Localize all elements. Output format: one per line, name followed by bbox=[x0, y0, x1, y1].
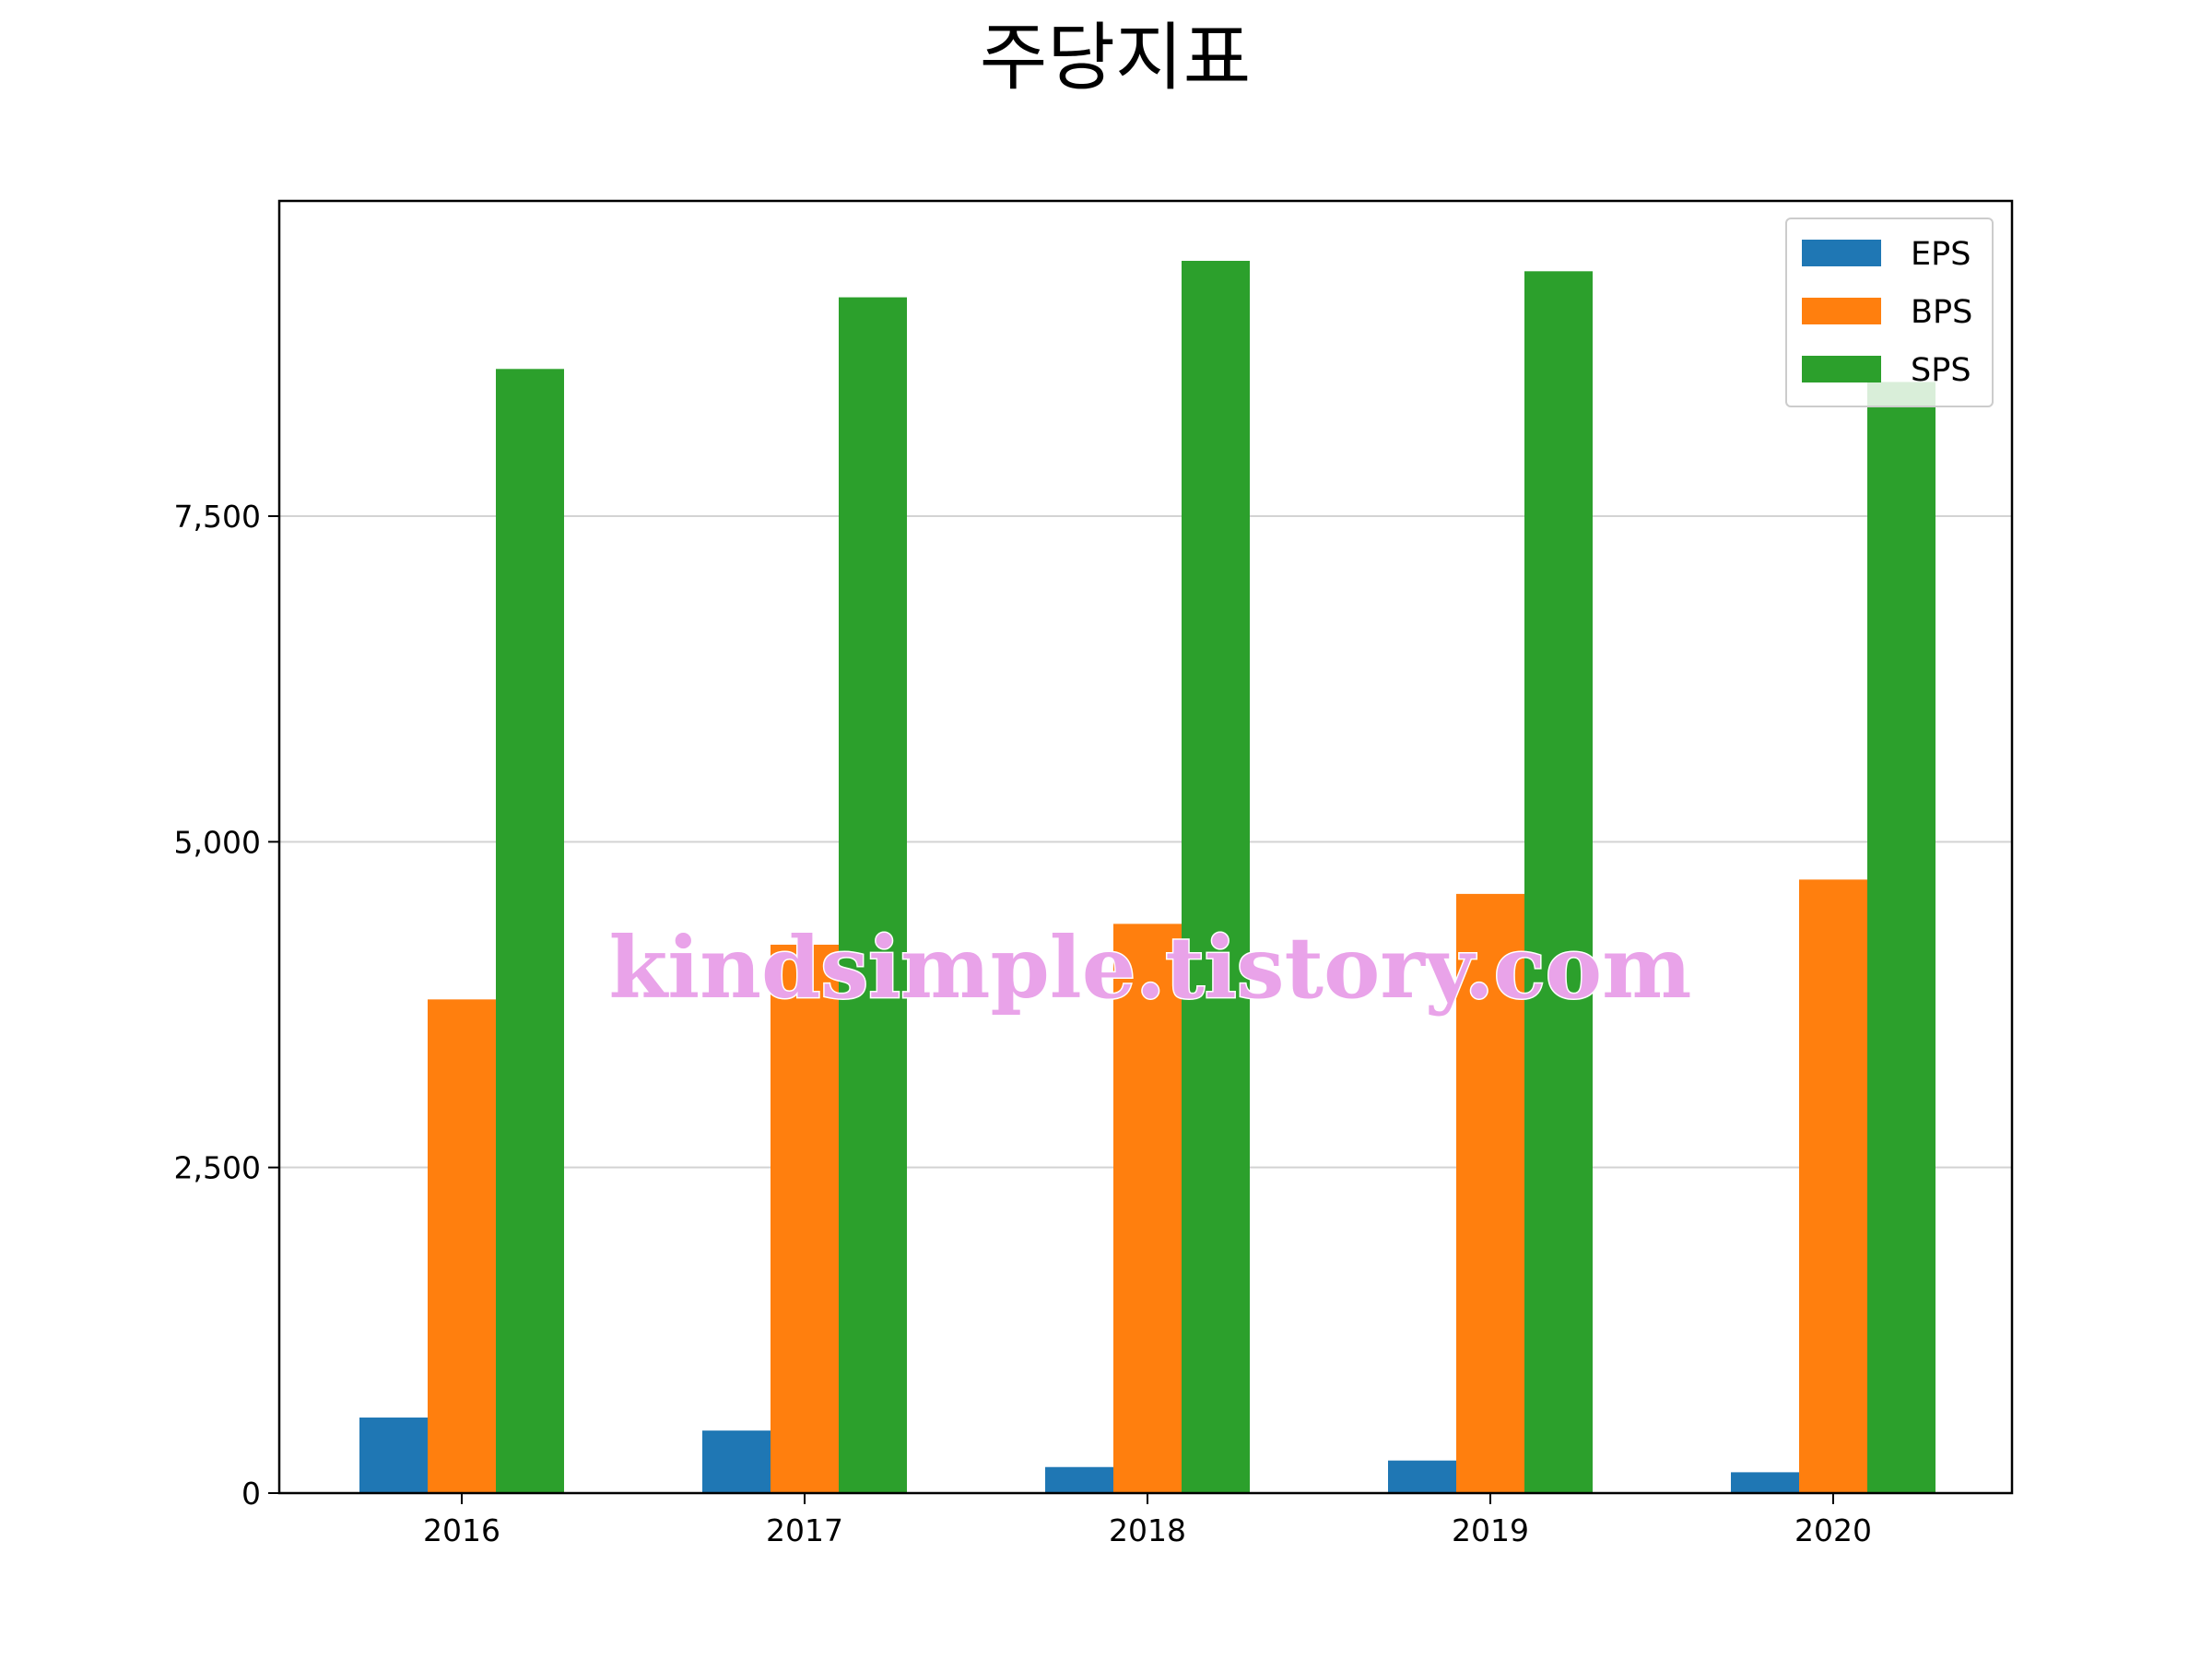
y-tick-label: 7,500 bbox=[174, 499, 261, 535]
bar-bps-2019 bbox=[1456, 893, 1524, 1493]
bar-eps-2016 bbox=[359, 1418, 428, 1493]
plot-frame bbox=[277, 199, 2014, 1495]
legend-swatch-bps bbox=[1802, 298, 1881, 324]
watermark-text: kindsimple.tistory.com bbox=[608, 918, 1691, 1018]
bar-bps-2020 bbox=[1799, 879, 1867, 1493]
bar-eps-2018 bbox=[1045, 1466, 1113, 1493]
bar-sps-2016 bbox=[496, 369, 564, 1493]
chart-title: 주당지표 bbox=[980, 15, 1251, 100]
x-tick-label: 2017 bbox=[766, 1512, 843, 1548]
bar-bps-2018 bbox=[1113, 924, 1182, 1493]
x-tick-label: 2016 bbox=[423, 1512, 500, 1548]
bar-sps-2018 bbox=[1182, 261, 1250, 1493]
legend: EPS BPS SPS bbox=[1785, 218, 1994, 407]
axes: 0 2,500 5,000 7,500 2016 2017 2018 2019 2020 bbox=[174, 499, 1872, 1548]
bar-sps-2019 bbox=[1524, 271, 1593, 1493]
x-tick-label: 2020 bbox=[1794, 1512, 1872, 1548]
bar-sps-2020 bbox=[1867, 382, 1936, 1493]
bar-bps-2017 bbox=[771, 944, 839, 1493]
x-tick-label: 2018 bbox=[1109, 1512, 1186, 1548]
bar-sps-2017 bbox=[839, 297, 907, 1493]
bar-eps-2017 bbox=[702, 1430, 771, 1493]
bar-eps-2019 bbox=[1388, 1460, 1456, 1493]
bar-bps-2016 bbox=[428, 999, 496, 1493]
y-tick-label: 2,500 bbox=[174, 1150, 261, 1186]
legend-swatch-eps bbox=[1802, 240, 1881, 266]
x-tick-label: 2019 bbox=[1452, 1512, 1529, 1548]
legend-label-bps: BPS bbox=[1911, 294, 1972, 331]
legend-label-eps: EPS bbox=[1911, 236, 1971, 273]
legend-swatch-sps bbox=[1802, 356, 1881, 382]
y-tick-label: 5,000 bbox=[174, 824, 261, 860]
y-tick-label: 0 bbox=[241, 1476, 261, 1512]
bar-eps-2020 bbox=[1731, 1472, 1799, 1493]
legend-label-sps: SPS bbox=[1911, 352, 1971, 389]
bars bbox=[359, 261, 1936, 1493]
